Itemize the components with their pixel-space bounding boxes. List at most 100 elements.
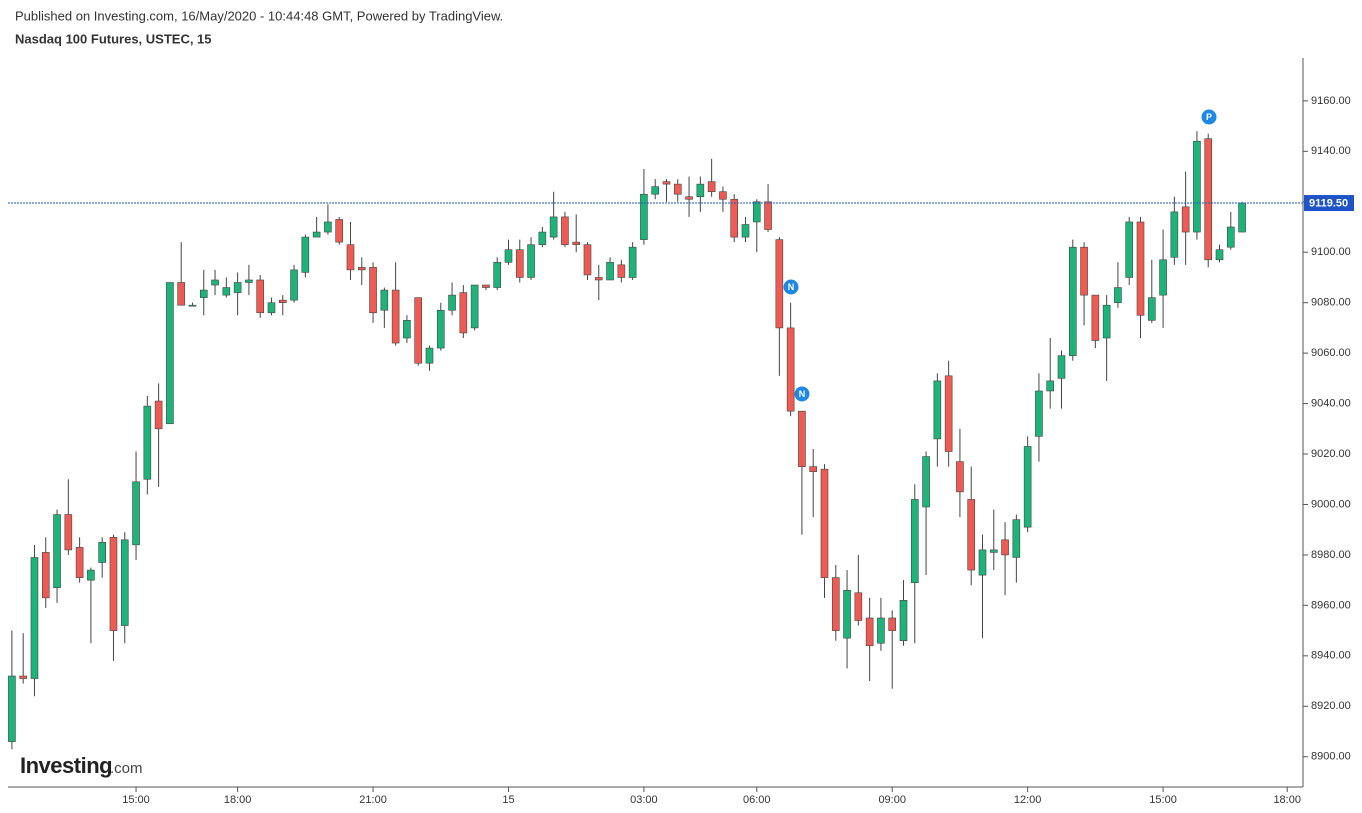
y-tick-label: 9040.00 [1311, 397, 1351, 409]
candle-body [211, 279, 219, 286]
y-tick-label: 9140.00 [1311, 145, 1351, 157]
candle-body [1226, 226, 1235, 248]
x-tick-label: 12:00 [1014, 794, 1042, 806]
y-tick-label: 8980.00 [1311, 549, 1351, 561]
candle-body [752, 201, 761, 223]
y-tick-label: 8940.00 [1311, 650, 1351, 662]
candle-body [989, 549, 998, 553]
candle-body [628, 246, 637, 278]
candle-body [177, 282, 185, 306]
candle-body [143, 405, 152, 480]
candle-body [877, 617, 885, 644]
candle-body [594, 277, 603, 281]
candle-body [741, 224, 750, 238]
candle-body [132, 481, 140, 546]
candle-body [312, 231, 321, 238]
candle-body [888, 617, 897, 631]
x-tick-label: 15:00 [1149, 794, 1177, 806]
candle-body [527, 244, 535, 278]
candle-body [301, 236, 310, 273]
candle-body [786, 327, 795, 412]
candle-body [87, 569, 95, 581]
candle-body [1068, 246, 1077, 356]
candle-body [865, 617, 874, 647]
candle-body [1001, 539, 1009, 556]
y-tick-label: 9000.00 [1311, 498, 1351, 510]
candle-body [19, 675, 27, 679]
candle-body [933, 380, 942, 440]
candle-body [1023, 446, 1032, 528]
candle-body [120, 539, 129, 626]
candle-body [843, 589, 851, 639]
candle-body [278, 299, 287, 303]
candle-body [380, 289, 389, 311]
candle-body [1170, 211, 1179, 258]
candle-body [1238, 202, 1246, 233]
event-label: P [1206, 112, 1212, 122]
candle-body [30, 557, 39, 679]
candle-body [1114, 287, 1122, 303]
candle-body [53, 514, 61, 589]
candle-body [324, 221, 332, 233]
x-tick-label: 21:00 [359, 794, 387, 806]
candle-body [922, 456, 930, 508]
candle-body [482, 284, 490, 288]
candle-body [199, 289, 208, 298]
candle-body [8, 675, 16, 742]
logo-suffix: .com [110, 760, 143, 777]
candle-body [391, 289, 400, 344]
candle-body [956, 461, 964, 493]
candle-body [154, 400, 163, 430]
candle-body [493, 262, 501, 288]
candle-body [617, 264, 626, 278]
candle-body [764, 201, 772, 230]
candle-body [267, 302, 276, 314]
candle-body [1035, 390, 1043, 437]
candle-body [109, 536, 118, 631]
candle-body [685, 196, 693, 200]
candle-body [1136, 221, 1145, 316]
candle-body [549, 216, 558, 238]
x-tick-label: 15:00 [122, 794, 150, 806]
candle-body [222, 287, 231, 296]
candle-body [854, 592, 863, 621]
candle-body [41, 552, 50, 599]
x-tick-label: 15 [502, 794, 514, 806]
y-tick-label: 9020.00 [1311, 448, 1351, 460]
candle-body [504, 249, 513, 263]
candle-body [561, 216, 569, 245]
candle-body [515, 249, 524, 278]
candle-body [290, 269, 298, 301]
candle-body [357, 267, 366, 271]
y-tick-label: 9100.00 [1311, 246, 1351, 258]
candle-body [414, 297, 422, 364]
candle-body [98, 542, 106, 563]
event-label: N [799, 389, 806, 399]
candle-body [831, 577, 840, 631]
candle-body [75, 547, 84, 578]
candle-body [910, 499, 919, 583]
candle-body [1012, 519, 1021, 558]
candle-body [425, 347, 434, 364]
x-tick-label: 18:00 [1273, 794, 1301, 806]
candle-body [403, 320, 411, 339]
candle-body [1125, 221, 1134, 278]
candle-body [470, 284, 479, 329]
candle-body [1046, 380, 1055, 392]
candle-body [944, 375, 953, 452]
candle-body [1159, 259, 1167, 296]
candle-body [335, 219, 343, 243]
candle-body [640, 193, 648, 240]
last-price-box [1304, 195, 1354, 212]
candle-body [1181, 206, 1190, 233]
candle-body [256, 279, 264, 314]
candle-body [1215, 249, 1224, 261]
x-tick-label: 09:00 [878, 794, 906, 806]
candle-body [583, 244, 592, 276]
candle-body [1091, 294, 1100, 341]
candle-body [798, 410, 806, 467]
candle-body [967, 499, 976, 571]
candle-body [1193, 140, 1201, 233]
published-note: Published on Investing.com, 16/May/2020 … [15, 8, 503, 23]
candle-body [166, 282, 174, 425]
